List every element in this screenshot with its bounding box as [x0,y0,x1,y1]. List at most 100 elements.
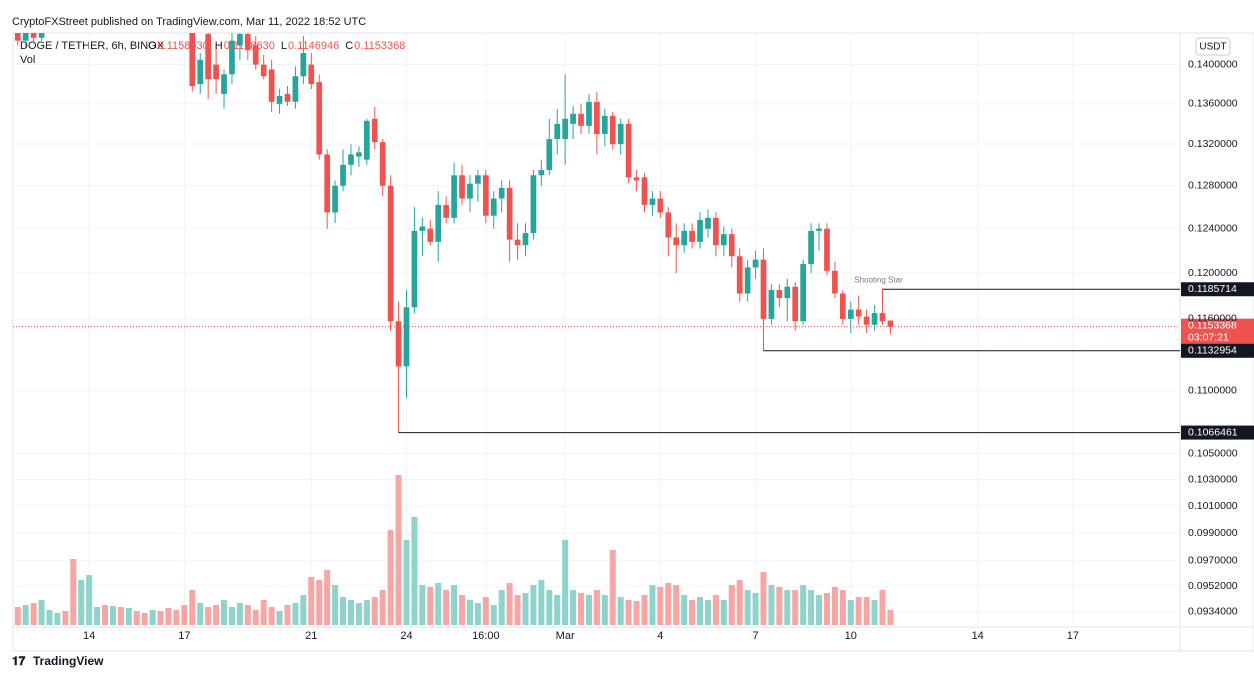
x-tick-label: Mar [556,630,575,642]
candle-body [538,170,545,176]
volume-bar [617,597,624,625]
legend-key: H [215,40,223,52]
volume-bar [228,607,235,625]
candle-body [657,198,664,213]
volume-bar [22,605,29,625]
candle-body [800,264,807,322]
candle-body [197,59,204,85]
candle-body [578,113,584,126]
candle-body [506,187,513,240]
candle-layer [14,0,894,433]
candle-body [189,33,196,87]
candle-body [300,53,307,77]
volume-bar [879,590,886,625]
volume-bar [197,603,204,625]
volume-bar [205,607,212,625]
symbol: DOGE / TETHER, 6h, BINGX [20,40,165,52]
candle-body [435,204,442,242]
countdown: 03:07:21 [1188,331,1229,343]
volume-bar [355,603,362,625]
x-tick-label: 7 [753,630,759,642]
level-label: 0.1132954 [1188,345,1237,357]
volume-label: Vol [20,54,35,66]
candle-body [348,154,354,165]
volume-bar [70,559,77,625]
y-tick-label: 0.1360000 [1188,98,1238,110]
volume-bar [681,595,688,625]
x-tick-label: 4 [657,630,663,642]
volume-bar [371,597,378,625]
volume-bar [268,607,275,625]
volume-bar [363,600,370,625]
candle-body [554,123,561,140]
candle-body [467,183,473,199]
volume-bar [823,593,830,625]
candle-body [705,217,711,229]
volume-bar [102,605,109,625]
volume-bar [244,605,251,625]
legend-value: 0.1146946 [288,40,339,52]
currency[interactable]: USDT [1199,42,1226,53]
volume-bar [641,595,648,625]
candle-body [55,0,61,3]
candle-body [459,175,465,199]
volume-bar [133,611,140,625]
candle-body [213,64,219,80]
candle-body [689,230,695,242]
candle-body [427,228,434,242]
candle-body [816,228,822,231]
volume-bar [506,583,513,625]
volume-bar [633,601,640,625]
volume-bar [498,590,505,625]
candle-body [728,234,735,257]
x-tick-label: 14 [83,630,95,642]
volume-bar [14,607,21,625]
candle-body [617,123,624,145]
volume-bar [697,597,704,625]
volume-bar [649,585,656,625]
candle-body [363,120,370,160]
volume-bar [482,597,489,625]
annotation: Shooting Star [854,275,903,284]
volume-bar [387,530,394,625]
volume-bar [117,607,124,625]
volume-bar [466,600,473,625]
volume-bar [443,590,450,625]
tv-logo: 𝟏𝟕 [12,654,26,668]
candle-body [252,45,259,65]
candle-body [752,259,759,268]
volume-bar [109,606,116,625]
legend-value: 0.1158630 [224,40,275,52]
candle-body [530,175,537,234]
candle-body [70,0,76,13]
candle-body [641,177,648,205]
currency-box[interactable] [1195,37,1231,56]
volume-bar [213,605,220,625]
volume-bar [776,587,783,625]
volume-bar [871,600,878,625]
volume-bar [712,595,719,625]
volume-bar [403,540,410,625]
y-tick-label: 0.1050000 [1188,447,1238,459]
candle-body [546,139,553,171]
candle-body [182,0,188,17]
y-tick-label: 0.0934000 [1188,606,1238,618]
volume-bar [593,590,600,625]
candle-body [713,217,719,246]
y-tick-label: 0.1030000 [1188,473,1238,485]
candle-body [514,239,521,246]
candle-body [871,313,878,325]
candle-body [268,69,275,102]
candle-body [78,0,84,13]
x-tick-label: 10 [845,630,857,642]
volume-bar [347,600,354,625]
volume-bar [379,590,386,625]
y-tick-label: 0.1160000 [1188,313,1237,325]
candle-body [697,220,703,242]
candle-body [522,233,529,246]
volume-bar [308,577,315,625]
volume-bar [554,595,561,625]
volume-bar [62,611,69,625]
volume-bar [125,608,132,625]
x-tick-label: 24 [400,630,412,642]
